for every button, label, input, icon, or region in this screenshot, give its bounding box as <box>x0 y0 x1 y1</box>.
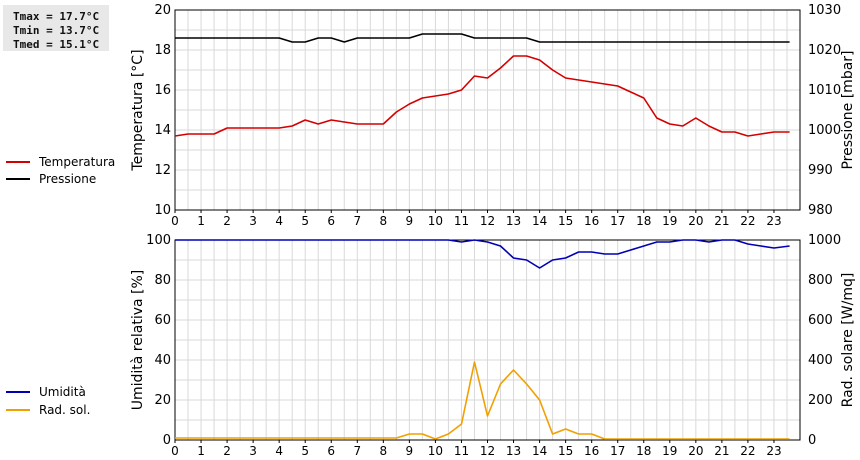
left-y-tick-label: 20 <box>154 393 171 408</box>
tmin-text: Tmin = 13.7°C <box>13 24 100 37</box>
x-tick-label: 5 <box>301 444 309 458</box>
x-tick-label: 9 <box>406 444 414 458</box>
x-tick-label: 18 <box>636 214 651 228</box>
left-y-tick-label: 12 <box>154 163 171 178</box>
left-y-tick-label: 80 <box>154 273 171 288</box>
x-tick-label: 4 <box>275 444 283 458</box>
x-tick-label: 5 <box>301 214 309 228</box>
x-tick-label: 8 <box>380 444 388 458</box>
legend-radiation-label: Rad. sol. <box>39 403 91 417</box>
right-y-tick-label: 990 <box>808 163 833 178</box>
left-y-tick-label: 10 <box>154 203 171 218</box>
left-y-tick-label: 16 <box>154 83 171 98</box>
x-tick-label: 22 <box>740 214 755 228</box>
x-tick-label: 11 <box>454 214 469 228</box>
x-tick-label: 15 <box>558 444 573 458</box>
series-line-temperatura <box>174 55 790 137</box>
x-tick-label: 14 <box>532 444 547 458</box>
left-axis-label: Temperatura [°C] <box>130 49 146 171</box>
tmed-text: Tmed = 15.1°C <box>13 38 100 51</box>
x-tick-label: 20 <box>688 444 703 458</box>
x-tick-label: 16 <box>584 444 599 458</box>
series-line-rad-sol <box>175 361 790 440</box>
left-y-tick-label: 14 <box>154 123 171 138</box>
x-tick-label: 18 <box>636 444 651 458</box>
legend-temperature-swatch <box>6 161 30 163</box>
right-y-tick-label: 0 <box>808 433 816 448</box>
right-y-tick-label: 200 <box>808 393 833 408</box>
x-tick-label: 13 <box>506 444 521 458</box>
x-tick-label: 15 <box>558 214 573 228</box>
right-y-tick-label: 1000 <box>808 233 841 248</box>
x-tick-label: 1 <box>197 444 205 458</box>
legend-pressure-label: Pressione <box>39 172 97 186</box>
left-y-tick-label: 0 <box>163 433 171 448</box>
x-tick-label: 19 <box>662 444 677 458</box>
x-tick-label: 13 <box>506 214 521 228</box>
right-y-tick-label: 1000 <box>808 123 841 138</box>
x-tick-label: 3 <box>249 214 257 228</box>
x-tick-label: 16 <box>584 214 599 228</box>
left-y-tick-label: 60 <box>154 313 171 328</box>
x-tick-label: 8 <box>380 214 388 228</box>
x-tick-label: 14 <box>532 214 547 228</box>
x-tick-label: 23 <box>766 444 781 458</box>
legend-radiation-swatch <box>6 409 30 411</box>
x-tick-label: 23 <box>766 214 781 228</box>
x-tick-label: 6 <box>327 444 335 458</box>
stats-box: Tmax = 17.7°C Tmin = 13.7°C Tmed = 15.1°… <box>3 5 109 51</box>
x-tick-label: 17 <box>610 214 625 228</box>
right-y-tick-label: 600 <box>808 313 833 328</box>
x-tick-label: 9 <box>406 214 414 228</box>
legend-pressure-swatch <box>6 178 30 180</box>
x-tick-label: 20 <box>688 214 703 228</box>
chart-2: 0 1 2 3 4 5 6 7 8 9 10 11 12 13 14 15 16 17 18 19 20 21 22 2302… <box>130 233 856 458</box>
x-tick-label: 17 <box>610 444 625 458</box>
x-tick-label: 0 <box>171 444 179 458</box>
right-y-tick-label: 800 <box>808 273 833 288</box>
x-tick-label: 12 <box>480 444 495 458</box>
x-tick-label: 10 <box>428 444 443 458</box>
x-tick-label: 3 <box>249 444 257 458</box>
x-tick-label: 21 <box>714 214 729 228</box>
series-line-umidit <box>175 239 790 269</box>
right-y-tick-label: 980 <box>808 203 833 218</box>
right-y-tick-label: 1010 <box>808 83 841 98</box>
x-tick-label: 6 <box>327 214 335 228</box>
left-y-tick-label: 18 <box>154 43 171 58</box>
x-tick-label: 2 <box>223 214 231 228</box>
x-tick-label: 22 <box>740 444 755 458</box>
right-axis-label: Rad. solare [W/mq] <box>840 273 856 408</box>
x-tick-label: 4 <box>275 214 283 228</box>
x-tick-label: 1 <box>197 214 205 228</box>
x-tick-label: 2 <box>223 444 231 458</box>
series-line-pressione <box>175 33 790 43</box>
x-tick-label: 12 <box>480 214 495 228</box>
chart-1: 0 1 2 3 4 5 6 7 8 9 10 11 12 13 14 15 16 17 18 19 20 21 22 2310… <box>130 3 856 228</box>
left-y-tick-label: 40 <box>154 353 171 368</box>
x-tick-label: 0 <box>171 214 179 228</box>
right-axis-label: Pressione [mbar] <box>840 50 856 169</box>
legend-humidity-swatch <box>6 391 30 393</box>
legend-temperature-label: Temperatura <box>39 155 116 169</box>
tmax-text: Tmax = 17.7°C <box>13 10 100 23</box>
x-tick-label: 11 <box>454 444 469 458</box>
x-tick-label: 10 <box>428 214 443 228</box>
right-y-tick-label: 1020 <box>808 43 841 58</box>
left-y-tick-label: 20 <box>154 3 171 18</box>
left-axis-label: Umidità relativa [%] <box>130 270 146 411</box>
x-tick-label: 7 <box>353 214 361 228</box>
right-y-tick-label: 400 <box>808 353 833 368</box>
right-y-tick-label: 1030 <box>808 3 841 18</box>
legend-humidity-label: Umidità <box>39 385 86 399</box>
x-tick-label: 19 <box>662 214 677 228</box>
x-tick-label: 21 <box>714 444 729 458</box>
left-y-tick-label: 100 <box>146 233 171 248</box>
x-tick-label: 7 <box>353 444 361 458</box>
